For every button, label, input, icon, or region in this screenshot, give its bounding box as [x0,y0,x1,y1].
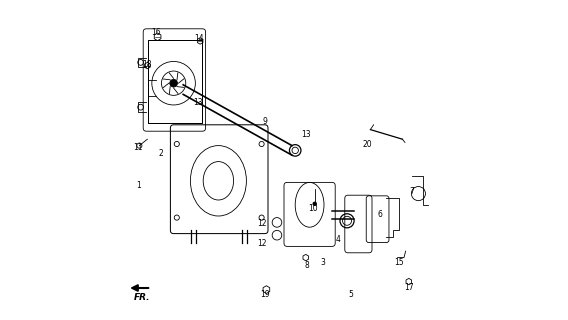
Text: 19: 19 [260,290,270,299]
Text: 20: 20 [362,140,372,148]
Text: 3: 3 [320,258,325,267]
Text: 14: 14 [194,34,204,43]
Circle shape [174,215,179,220]
Text: 13: 13 [193,98,202,107]
Text: 5: 5 [349,290,354,299]
Text: 4: 4 [336,236,341,244]
Text: 9: 9 [262,117,267,126]
Text: 6: 6 [378,210,382,219]
Text: 13: 13 [302,130,311,139]
Text: 17: 17 [404,284,414,292]
Circle shape [312,202,317,206]
Text: 18: 18 [143,60,152,68]
Text: 11: 11 [133,143,143,152]
Text: 10: 10 [308,204,318,212]
Circle shape [259,141,264,147]
Text: 8: 8 [304,261,309,270]
Circle shape [170,79,177,87]
Text: 12: 12 [257,220,266,228]
Text: 16: 16 [151,28,161,36]
Text: 12: 12 [257,239,266,248]
Text: 1: 1 [136,181,141,190]
Text: 15: 15 [394,258,404,267]
Text: 2: 2 [158,149,163,158]
Text: FR.: FR. [133,293,150,302]
Circle shape [174,141,179,147]
Circle shape [259,215,264,220]
Text: 7: 7 [410,188,415,196]
